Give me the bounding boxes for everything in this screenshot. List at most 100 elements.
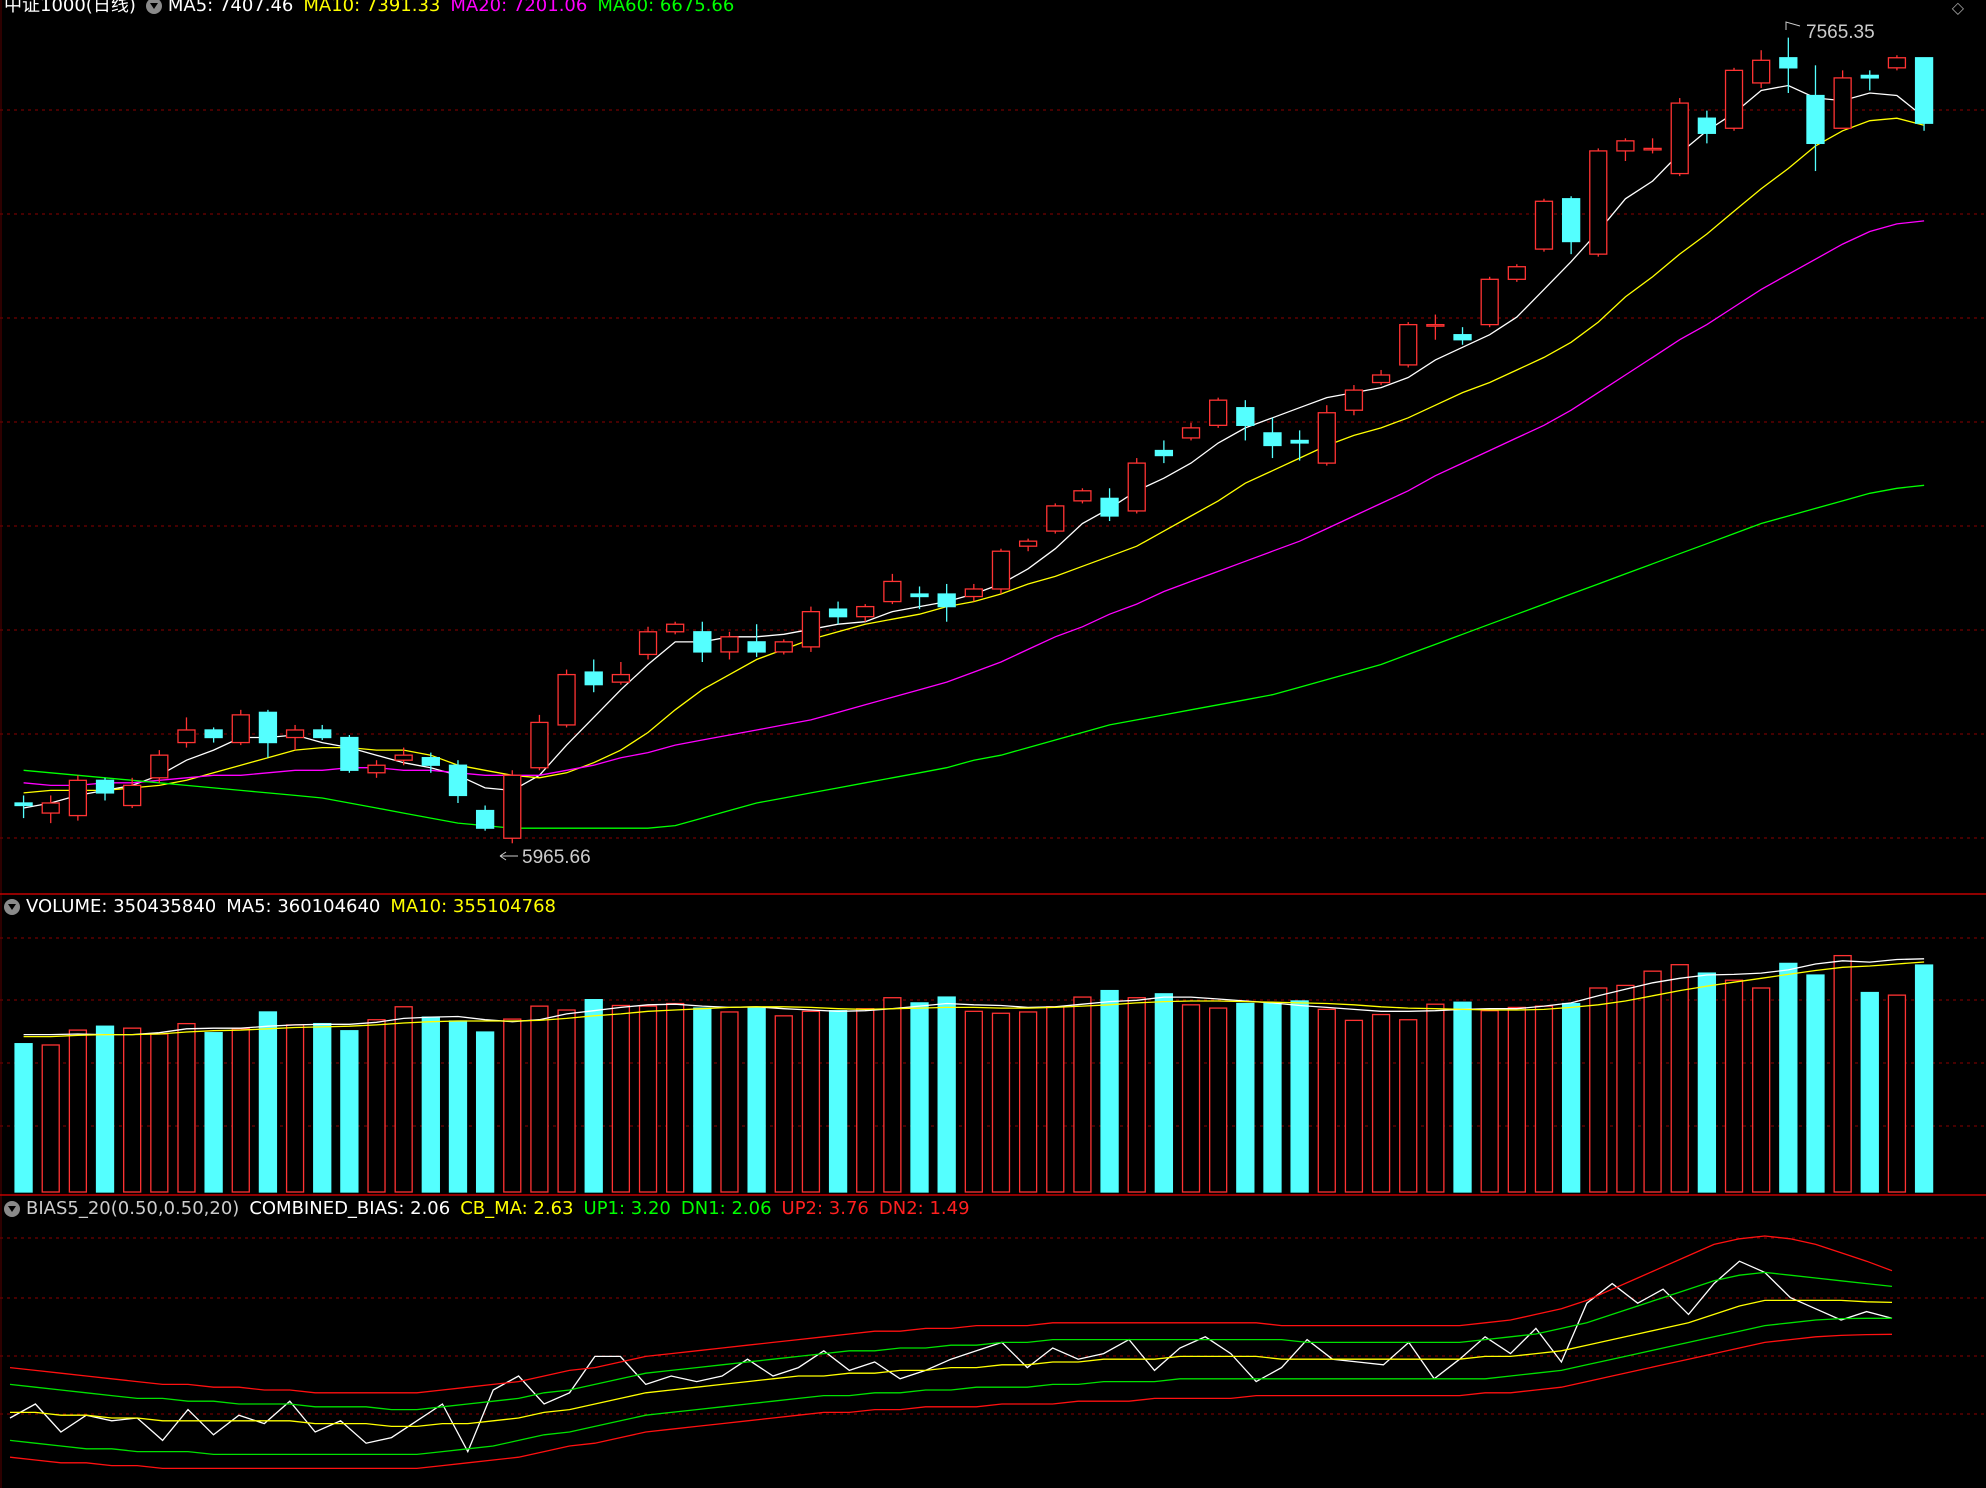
candle-up[interactable] [1534,198,1554,252]
candle-down[interactable] [828,601,848,625]
volume-bar-down[interactable] [937,996,956,1193]
volume-bar-up[interactable] [883,997,902,1193]
volume-bar-up[interactable] [1670,964,1689,1193]
volume-bar-down[interactable] [1263,1002,1282,1193]
candle-up[interactable] [1589,148,1608,257]
candle-up[interactable] [1426,314,1445,340]
volume-bar-up[interactable] [1018,1011,1038,1193]
volume-bar-down[interactable] [1290,1000,1309,1193]
collapse-icon[interactable] [4,899,20,915]
candle-down[interactable] [204,727,223,743]
volume-bar-down[interactable] [1154,993,1174,1193]
volume-bar-up[interactable] [856,1008,875,1193]
candle-down[interactable] [1697,110,1717,144]
volume-bar-down[interactable] [421,1016,440,1193]
volume-bar-down[interactable] [1806,974,1825,1193]
candle-up[interactable] [367,760,386,778]
volume-bar-up[interactable] [231,1028,250,1193]
volume-bar-down[interactable] [910,1002,929,1193]
volume-bar-up[interactable] [394,1006,413,1193]
candle-down[interactable] [693,621,712,662]
volume-bar-down[interactable] [693,1007,712,1193]
volume-bar-up[interactable] [1480,1010,1499,1193]
volume-bar-down[interactable] [340,1030,359,1193]
candle-up[interactable] [991,548,1011,595]
volume-bar-up[interactable] [1616,984,1635,1193]
candle-up[interactable] [1046,503,1065,534]
collapse-icon[interactable] [145,0,162,14]
volume-bar-up[interactable] [41,1044,60,1193]
candle-up[interactable] [1507,264,1526,282]
volume-bar-up[interactable] [1344,1019,1364,1193]
volume-bar-down[interactable] [204,1032,223,1193]
volume-bar-up[interactable] [1534,1005,1554,1193]
candle-down[interactable] [1860,70,1879,91]
candle-up[interactable] [503,770,522,844]
candle-up[interactable] [1833,70,1852,129]
candle-up[interactable] [883,573,902,605]
candle-up[interactable] [856,604,875,622]
volume-bar-up[interactable] [964,1010,983,1193]
volume-bar-down[interactable] [1561,1002,1581,1193]
candle-down[interactable] [475,805,495,831]
volume-bar-up[interactable] [774,1015,793,1193]
candle-down[interactable] [95,777,115,801]
candle-down[interactable] [1561,196,1581,255]
candle-up[interactable] [123,777,142,809]
candle-up[interactable] [150,750,169,783]
volume-bar-up[interactable] [1046,1006,1065,1193]
volume-bar-up[interactable] [1317,1008,1336,1193]
volume-bar-up[interactable] [68,1029,88,1193]
candle-down[interactable] [258,709,278,758]
candle-down[interactable] [1453,327,1472,345]
candle-up[interactable] [1616,138,1635,161]
volume-bar-up[interactable] [1643,970,1662,1193]
volume-bar-up[interactable] [1181,1004,1201,1193]
diamond-icon[interactable]: ◇ [1951,0,1964,17]
volume-bar-up[interactable] [666,1002,685,1193]
volume-bar-up[interactable] [1589,987,1608,1193]
volume-bar-up[interactable] [1833,954,1852,1193]
volume-bar-down[interactable] [747,1007,766,1193]
candle-up[interactable] [1018,538,1038,552]
volume-bar-down[interactable] [1779,962,1798,1193]
volume-bar-down[interactable] [1453,1001,1472,1193]
candle-up[interactable] [964,583,983,602]
candle-up[interactable] [1887,55,1907,71]
candle-up[interactable] [231,709,250,746]
candle-up[interactable] [1073,488,1092,504]
volume-bar-up[interactable] [1127,997,1146,1193]
candle-down[interactable] [421,752,440,773]
candle-up[interactable] [557,669,576,728]
candle-up[interactable] [1643,138,1662,154]
volume-bar-up[interactable] [503,1018,522,1193]
volume-bar-down[interactable] [95,1025,115,1193]
candle-up[interactable] [638,626,658,660]
candle-down[interactable] [584,659,603,693]
candle-up[interactable] [1344,385,1364,416]
candle-up[interactable] [801,606,821,652]
candle-down[interactable] [910,586,929,610]
volume-bar-up[interactable] [1073,996,1092,1193]
candle-down[interactable] [937,583,956,622]
candle-up[interactable] [611,662,631,685]
candle-up[interactable] [530,714,549,771]
volume-bar-up[interactable] [801,1010,821,1193]
candle-up[interactable] [666,621,685,635]
volume-bar-up[interactable] [1887,994,1907,1193]
candle-up[interactable] [1127,458,1146,514]
volume-bar-up[interactable] [1724,979,1744,1193]
volume-bar-up[interactable] [720,1011,739,1193]
volume-bar-up[interactable] [1209,1007,1228,1193]
volume-bar-up[interactable] [1426,1003,1445,1193]
candle-down[interactable] [340,735,359,773]
candle-up[interactable] [1670,98,1689,177]
candle-up[interactable] [1399,322,1418,368]
candle-down[interactable] [1290,430,1309,461]
volume-bar-down[interactable] [828,1010,848,1193]
volume-bar-down[interactable] [584,999,603,1193]
volume-bar-up[interactable] [611,1004,631,1193]
candle-up[interactable] [1317,405,1336,466]
candle-up[interactable] [1724,67,1744,131]
